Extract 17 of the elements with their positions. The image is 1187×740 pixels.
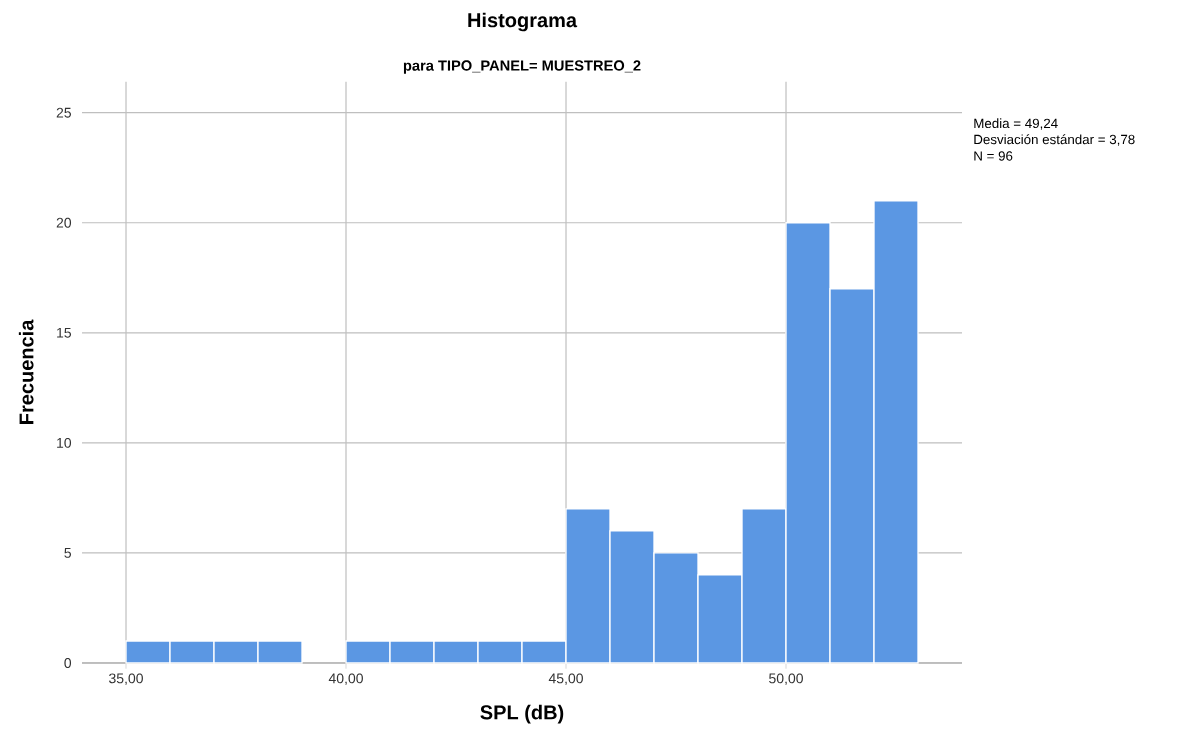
y-tick-label: 20 bbox=[56, 217, 72, 228]
y-tick-label: 10 bbox=[57, 437, 72, 448]
x-tick-label: 45,00 bbox=[548, 673, 583, 685]
x-tick-label: 40,00 bbox=[328, 673, 363, 685]
y-tick-label: 25 bbox=[56, 107, 72, 118]
x-axis-title: SPL (dB) bbox=[480, 704, 564, 724]
y-tick-label: 5 bbox=[64, 548, 72, 558]
y-tick-label: 0 bbox=[64, 658, 72, 668]
text: Desviación estándar = 3,78 bbox=[974, 134, 1135, 146]
y-axis-title: Frecuencia bbox=[18, 319, 34, 424]
text: Media = 49,24 bbox=[974, 118, 1058, 130]
y-tick-label: 15 bbox=[57, 327, 72, 338]
x-tick-label: 35,00 bbox=[109, 673, 143, 685]
text: N = 96 bbox=[974, 151, 1013, 161]
chart-subtitle: para TIPO_PANEL= MUESTREO_2 bbox=[403, 60, 641, 74]
x-tick-label: 50,00 bbox=[769, 673, 803, 685]
chart-title: Histograma bbox=[468, 12, 578, 32]
